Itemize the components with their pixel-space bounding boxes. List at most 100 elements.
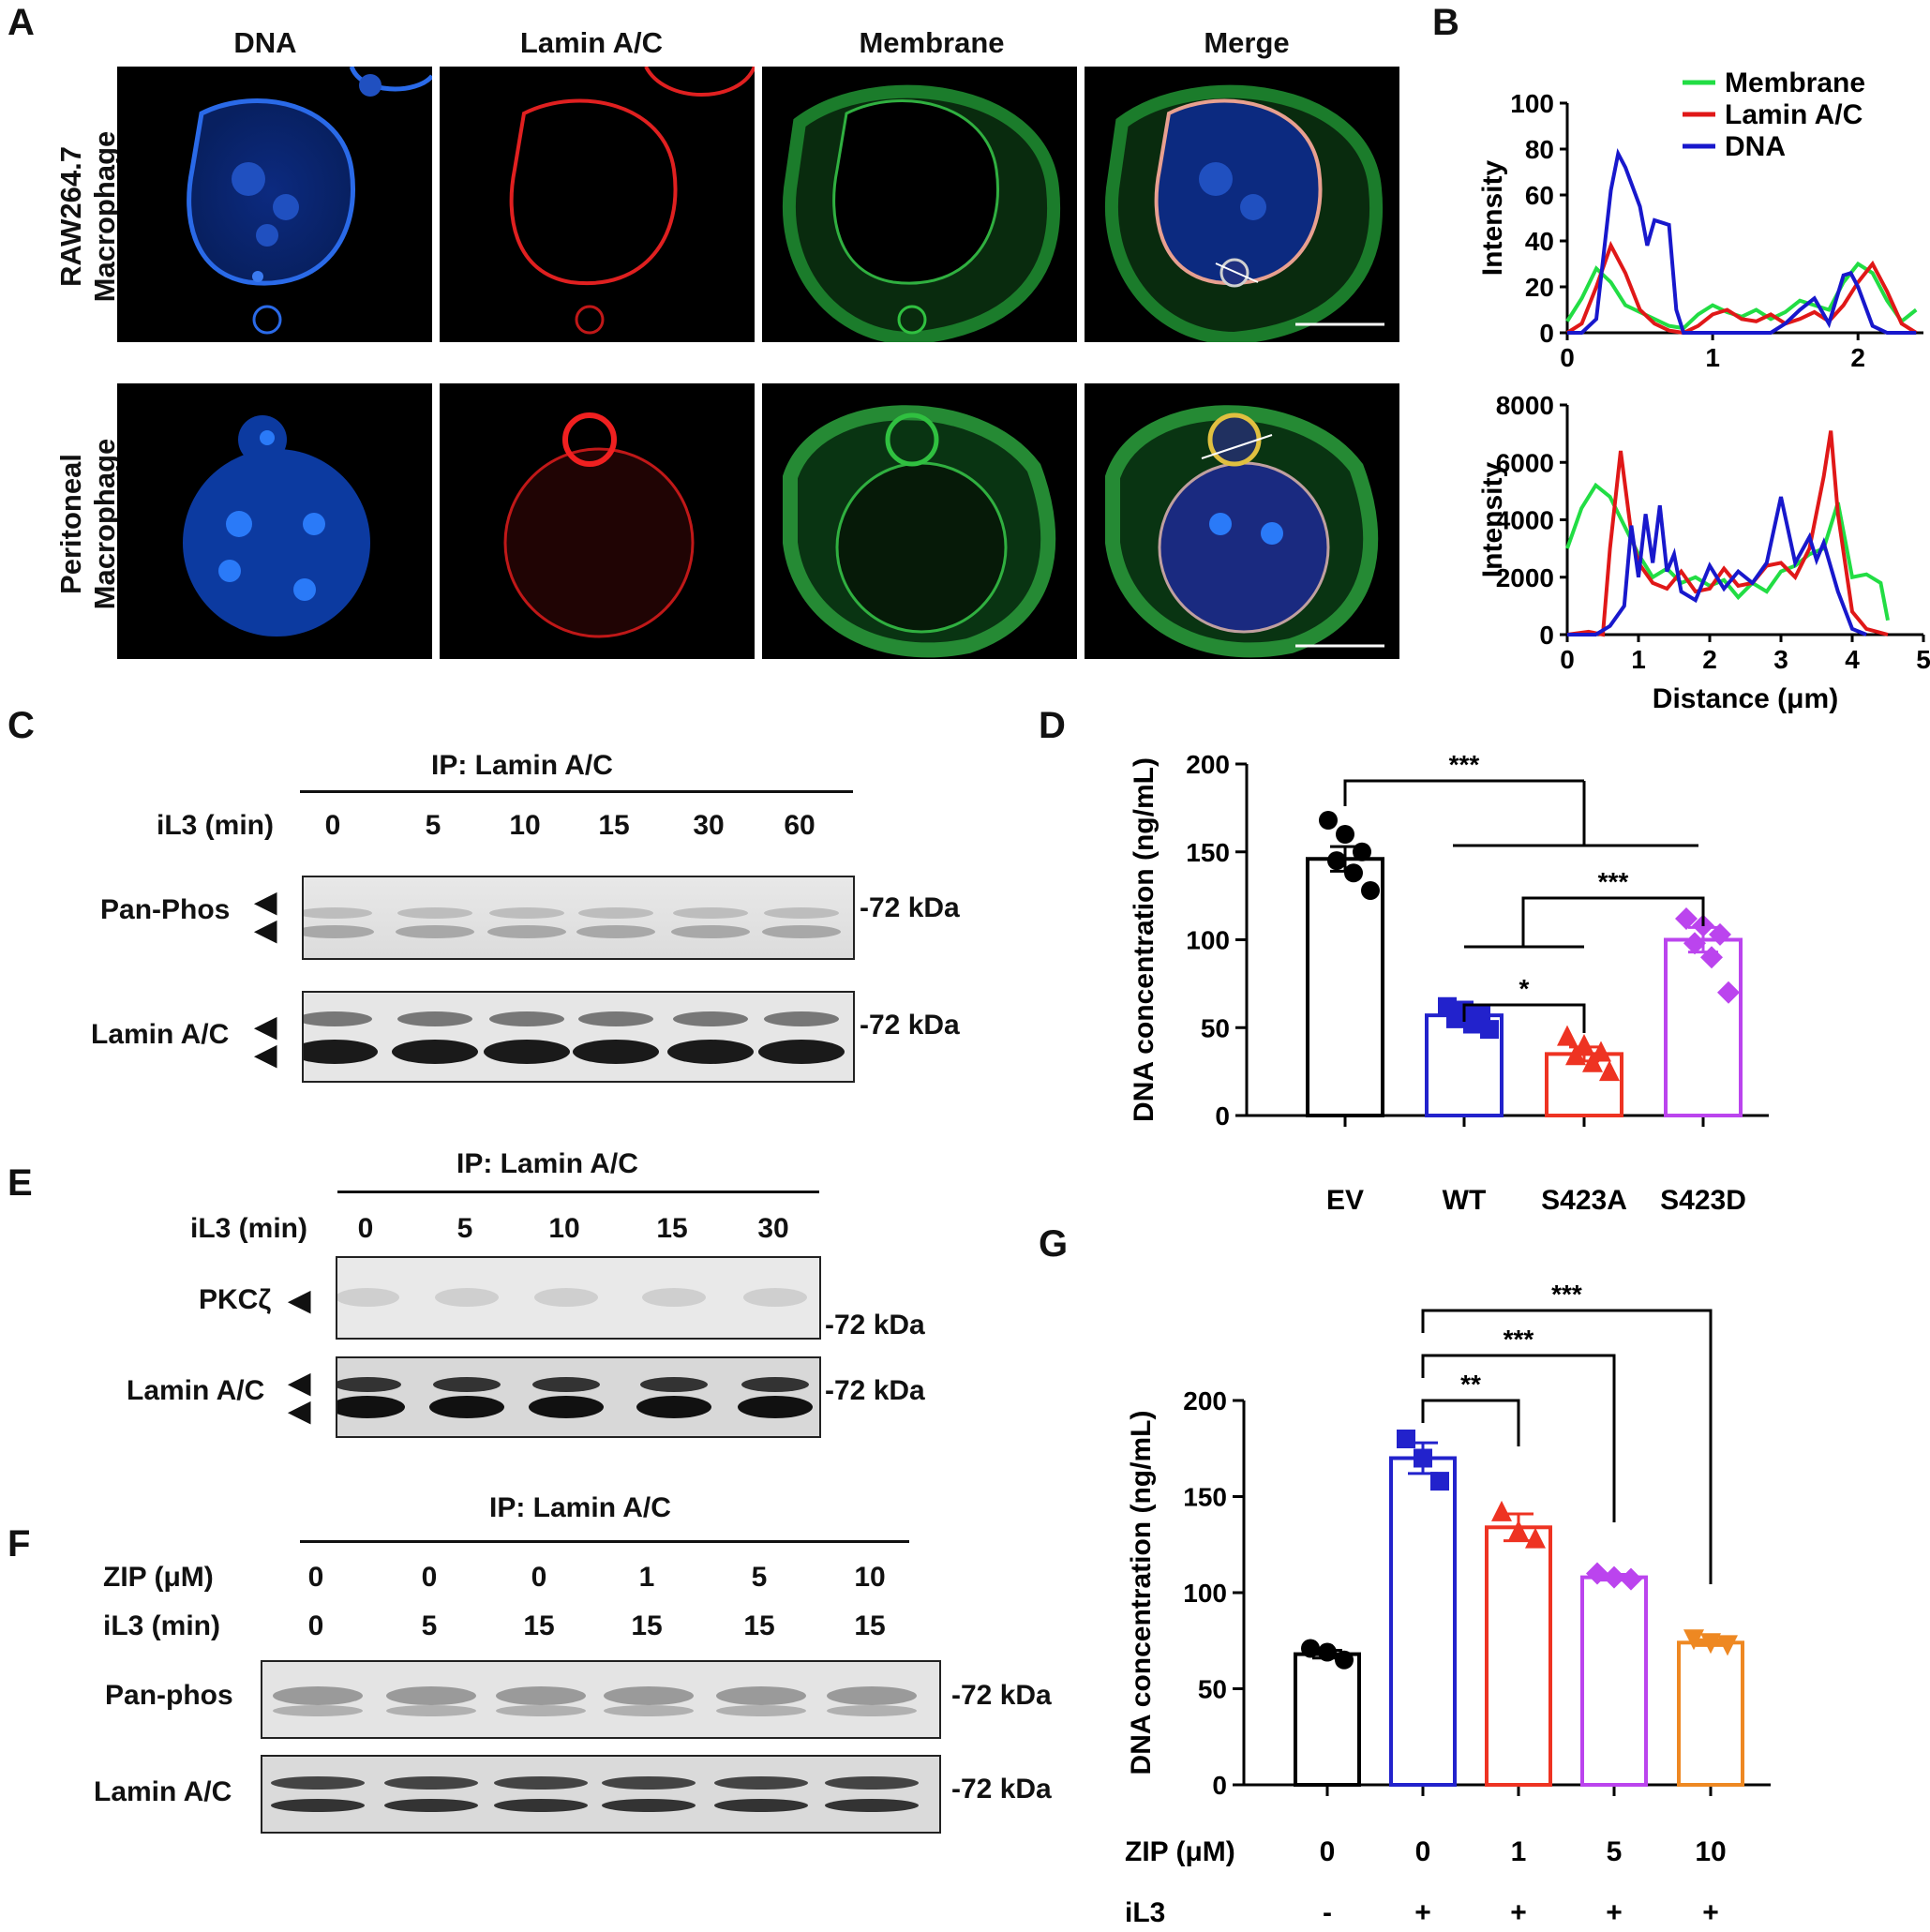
panel-label-c: C — [7, 705, 35, 746]
panel-c-ip-line — [300, 790, 853, 793]
blot-band — [494, 1799, 588, 1812]
y-tick-label: 50 — [1198, 1675, 1227, 1704]
data-point — [1480, 1020, 1499, 1040]
y-tick-label: 200 — [1186, 750, 1230, 779]
blot-band — [825, 1776, 919, 1790]
x-tick-label: S423A — [1541, 1185, 1627, 1216]
data-point — [1327, 851, 1346, 871]
panel-f-zip-value: 1 — [638, 1562, 655, 1593]
blot-band — [386, 1686, 476, 1705]
blot-band — [673, 1011, 748, 1026]
y-tick-label: 6000 — [1496, 448, 1554, 477]
panel-f-il3-value: 15 — [743, 1610, 775, 1641]
legend-label: DNA — [1725, 131, 1786, 162]
column-title-membrane: Membrane — [859, 26, 1005, 59]
data-point — [1430, 1472, 1449, 1491]
y-tick-label: 0 — [1215, 1101, 1230, 1131]
bar — [1580, 1575, 1648, 1787]
panel-f-zip-value: 10 — [854, 1562, 886, 1593]
y-tick-label: 60 — [1525, 181, 1554, 210]
blot-band — [825, 1799, 919, 1812]
x-tick-label: 4 — [1845, 645, 1860, 674]
panel-c-blot2-kda: -72 kDa — [860, 1010, 960, 1041]
panel-c-lane-label: 0 — [324, 810, 341, 841]
column-title-dna: DNA — [233, 26, 297, 59]
series-line-laminac — [1565, 240, 1918, 336]
data-point — [1319, 811, 1338, 830]
panel-label-d: D — [1039, 705, 1066, 746]
data-point — [1591, 1041, 1611, 1062]
data-point — [1574, 1034, 1594, 1055]
il3-row-label: iL3 — [1125, 1897, 1165, 1928]
x-tick-label: 1 — [1631, 645, 1646, 674]
blot-band — [714, 1799, 808, 1812]
blot-band — [764, 1011, 839, 1026]
y-tick-label: 2000 — [1496, 563, 1554, 592]
significance-label: *** — [1551, 1280, 1582, 1309]
blot-band — [578, 1011, 653, 1026]
data-point — [1700, 1633, 1721, 1655]
significance-label: * — [1519, 974, 1530, 1003]
significance-label: *** — [1598, 867, 1629, 896]
blot-band — [667, 1040, 754, 1064]
blot-band — [435, 1288, 499, 1307]
blot-band — [397, 907, 472, 919]
y-axis-label: DNA concentration (ng/mL) — [1129, 757, 1159, 1122]
data-point — [1353, 842, 1371, 861]
significance-bracket — [1421, 1399, 1520, 1446]
blot-band — [494, 1776, 588, 1790]
panel-e-ip-line — [337, 1191, 819, 1193]
il3-value: + — [1510, 1897, 1527, 1928]
data-point — [1620, 1567, 1642, 1591]
arrowhead-icon: ◀ — [289, 1285, 311, 1316]
data-point — [1683, 932, 1706, 955]
y-tick-label: 0 — [1212, 1771, 1227, 1800]
panel-f-zip-label: ZIP (μM) — [103, 1562, 214, 1593]
arrowhead-icon: ◀ — [289, 1368, 311, 1399]
blot-band — [738, 1396, 813, 1418]
y-axis-label: Intensity — [1477, 160, 1508, 277]
series-line-dna — [1567, 147, 1917, 335]
data-point — [1717, 1635, 1738, 1656]
blot-band — [433, 1377, 501, 1392]
arrowhead-icon: ◀ — [255, 1040, 277, 1071]
panel-e-blot2 — [336, 1356, 821, 1438]
blot-band — [532, 1377, 600, 1392]
panel-c-lane-label: 60 — [784, 810, 815, 841]
micrograph-peritoneal-merge — [1085, 383, 1399, 659]
blot-band — [496, 1705, 586, 1716]
series-line-dna — [1567, 496, 1867, 637]
micrograph-raw-membrane — [762, 67, 1077, 342]
panel-e-lane-label: 15 — [656, 1213, 688, 1244]
column-title-merge: Merge — [1204, 26, 1290, 59]
blot-band — [576, 925, 655, 938]
x-tick-label: 3 — [1773, 645, 1788, 674]
micrograph-raw-dna — [117, 67, 432, 342]
data-point — [1318, 1642, 1337, 1662]
panel-f-blot2 — [261, 1755, 941, 1834]
panel-label-f: F — [7, 1523, 31, 1565]
y-tick-label: 100 — [1510, 89, 1554, 118]
data-point — [1491, 1500, 1512, 1521]
panel-c-blot2-label: Lamin A/C — [91, 1019, 230, 1050]
blot-band — [304, 1011, 372, 1026]
panel-f-zip-value: 0 — [307, 1562, 324, 1593]
series-line-laminac — [1566, 430, 1889, 637]
panel-e-blot2-label: Lamin A/C — [127, 1375, 265, 1406]
y-tick-label: 0 — [1539, 621, 1554, 650]
micrograph-raw-merge — [1085, 67, 1399, 342]
blot-band — [384, 1799, 478, 1812]
row-title-raw: RAW264.7 Macrophage — [54, 95, 122, 338]
data-point — [1397, 1430, 1415, 1448]
data-point — [1586, 1562, 1608, 1585]
panel-f-blot1-label: Pan-phos — [105, 1680, 233, 1711]
data-point — [1717, 981, 1740, 1004]
y-tick-label: 200 — [1183, 1386, 1227, 1415]
panel-e-lane-label: 0 — [357, 1213, 374, 1244]
data-point — [1599, 1060, 1620, 1082]
panel-c-lane-label: 5 — [425, 810, 441, 841]
blot-band — [578, 907, 653, 919]
blot-band — [636, 1396, 711, 1418]
blot-band — [304, 1040, 378, 1064]
data-point — [1557, 1025, 1578, 1046]
